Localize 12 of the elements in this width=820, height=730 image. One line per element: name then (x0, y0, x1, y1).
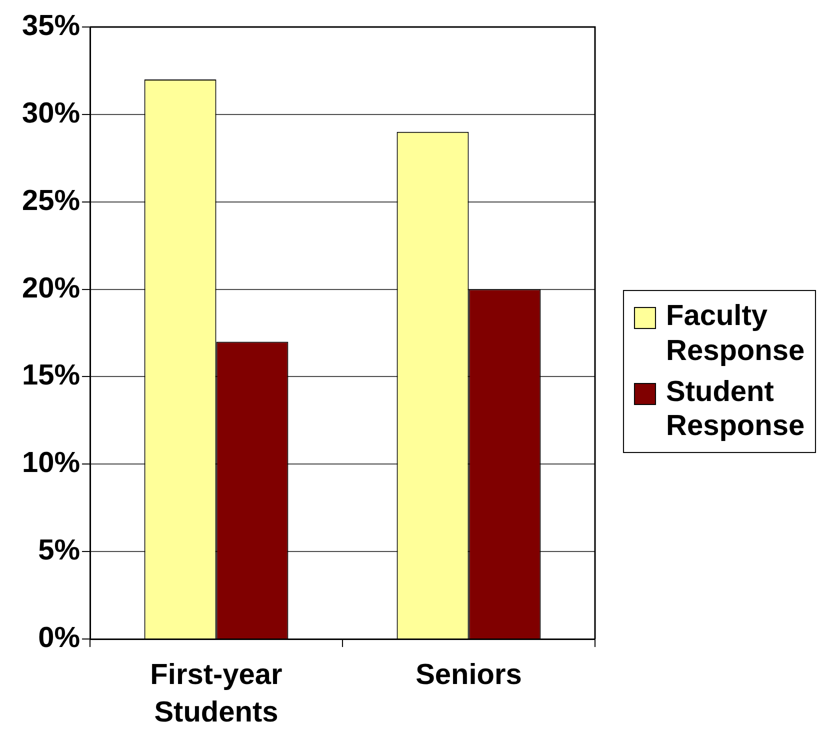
y-tick-label: 10% (22, 447, 80, 480)
y-tick-label: 0% (38, 622, 80, 654)
y-tick-label: 35% (22, 10, 80, 42)
y-tick-label: 5% (38, 534, 80, 567)
legend-label: Student Response (666, 374, 806, 444)
x-tick-label: Seniors (416, 658, 522, 691)
legend-label: Faculty Response (666, 299, 806, 369)
y-tick-label: 20% (22, 272, 80, 304)
y-tick-label: 30% (22, 97, 80, 130)
x-tick-label: First-year Students (150, 658, 282, 729)
y-tick-label: 15% (22, 360, 80, 392)
y-tick-label: 25% (22, 184, 80, 217)
